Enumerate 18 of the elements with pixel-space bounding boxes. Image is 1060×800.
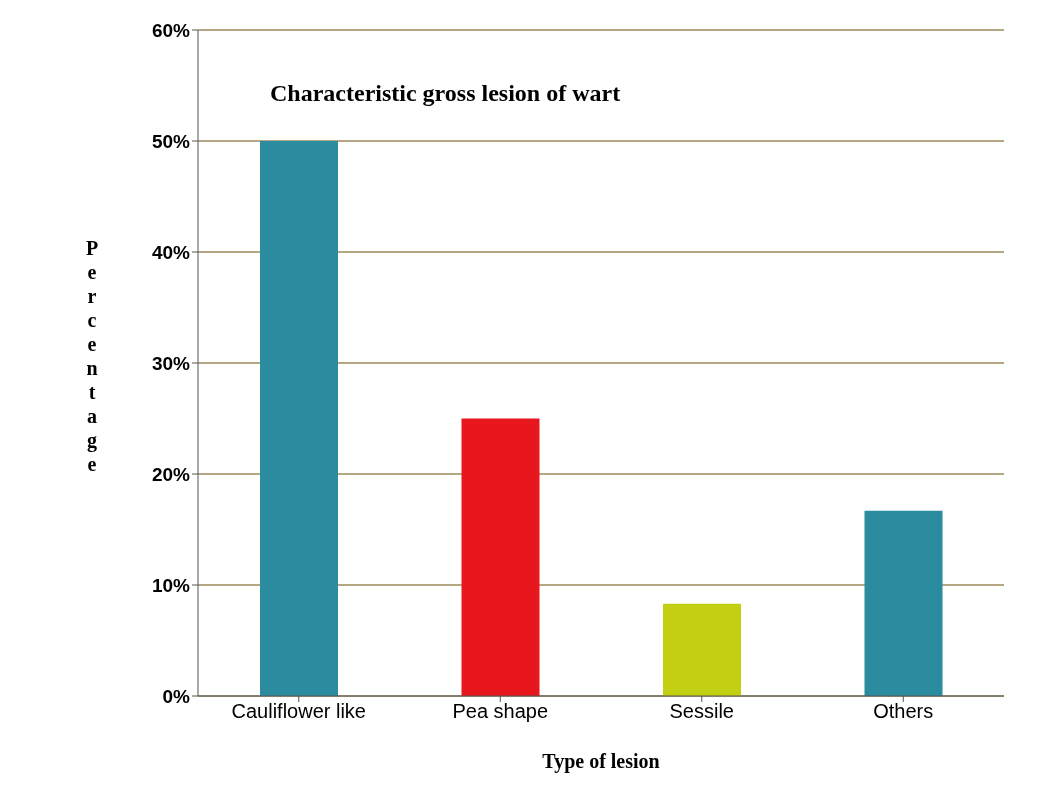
x-tick-label: Pea shape <box>452 700 549 723</box>
text: Characteristic gross lesion of wart <box>270 80 621 107</box>
y-tick-label: 40% <box>151 241 191 263</box>
bar <box>461 418 540 696</box>
bar <box>260 141 338 696</box>
bar <box>663 603 741 696</box>
y-tick-label: 10% <box>151 574 191 596</box>
text: Percentage <box>85 237 99 475</box>
bar <box>864 510 943 696</box>
x-tick-label: Others <box>873 700 934 723</box>
x-tick-label: Sessile <box>669 700 734 723</box>
y-tick-label: 60% <box>151 19 191 41</box>
x-tick-label: Cauliflower like <box>231 700 366 723</box>
x-axis-title: Type of lesion <box>542 750 660 773</box>
y-tick-label: 30% <box>151 352 191 374</box>
y-tick-label: 20% <box>151 463 191 485</box>
y-tick-label: 50% <box>151 130 191 152</box>
y-tick-label: 0% <box>162 685 191 707</box>
